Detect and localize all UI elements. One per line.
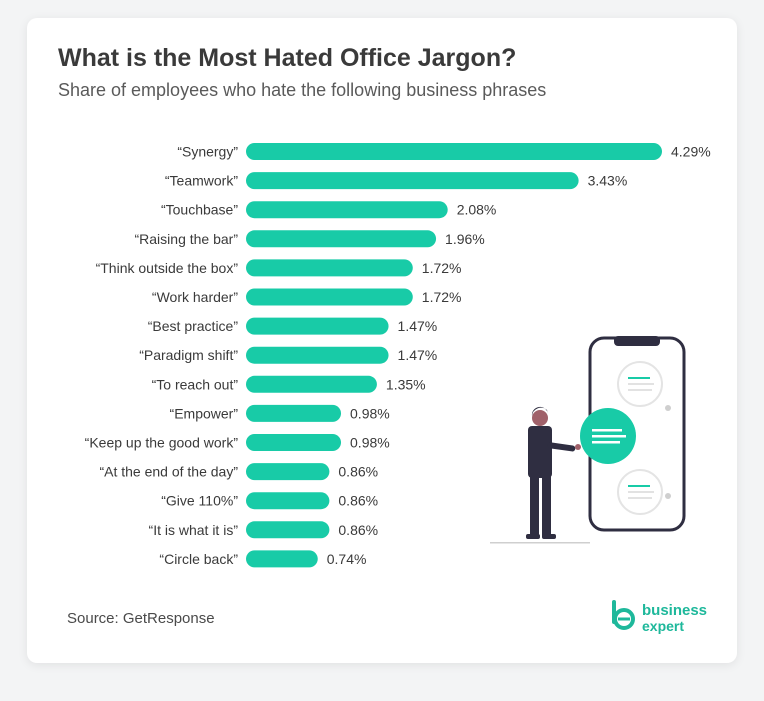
bar xyxy=(246,404,342,422)
phone-chat-illustration xyxy=(488,330,698,550)
value-label: 3.43% xyxy=(588,173,628,189)
bar xyxy=(246,375,377,393)
category-label: “Synergy” xyxy=(177,144,238,160)
bar xyxy=(246,143,662,160)
value-label: 0.86% xyxy=(338,493,378,509)
logo-text-expert: expert xyxy=(642,618,685,634)
category-label: “Best practice” xyxy=(148,318,239,334)
value-label: 0.74% xyxy=(327,551,367,567)
logo-text-business: business xyxy=(642,602,708,619)
category-label: “Empower” xyxy=(170,405,239,421)
logo-mark-icon xyxy=(612,600,635,630)
bar xyxy=(246,259,413,277)
person-illustration xyxy=(526,406,581,539)
category-label: “Circle back” xyxy=(159,551,238,567)
value-label: 1.35% xyxy=(386,376,426,392)
bar xyxy=(246,521,330,539)
value-label: 1.47% xyxy=(398,318,438,334)
category-label: “Work harder” xyxy=(152,289,238,305)
bar xyxy=(246,434,342,451)
category-label: “Think outside the box” xyxy=(96,260,239,276)
category-label: “Touchbase” xyxy=(161,202,238,218)
category-label: “Paradigm shift” xyxy=(139,347,238,363)
business-expert-logo: business expert xyxy=(610,598,720,638)
value-label: 1.96% xyxy=(445,231,485,247)
bar xyxy=(246,317,389,335)
value-label: 1.47% xyxy=(398,347,438,363)
chart-title: What is the Most Hated Office Jargon? xyxy=(58,44,517,72)
category-label: “Keep up the good work” xyxy=(85,435,239,451)
value-label: 0.86% xyxy=(338,522,378,538)
category-label: “Give 110%” xyxy=(161,493,238,509)
bar xyxy=(246,346,389,364)
category-label: “At the end of the day” xyxy=(99,464,238,480)
value-label: 2.08% xyxy=(457,202,497,218)
value-label: 0.98% xyxy=(350,435,390,451)
bar xyxy=(246,230,437,248)
value-label: 1.72% xyxy=(422,260,462,276)
value-label: 1.72% xyxy=(422,289,462,305)
category-label: “To reach out” xyxy=(152,376,239,392)
source-note: Source: GetResponse xyxy=(67,610,215,627)
bar xyxy=(246,492,330,510)
bar xyxy=(246,550,318,568)
value-label: 4.29% xyxy=(671,144,711,160)
bar xyxy=(246,201,448,219)
value-label: 0.86% xyxy=(338,464,378,480)
bar xyxy=(246,288,413,306)
category-label: “It is what it is” xyxy=(149,522,239,538)
bar xyxy=(246,172,579,190)
chart-subtitle: Share of employees who hate the followin… xyxy=(58,80,547,100)
category-label: “Raising the bar” xyxy=(135,231,239,247)
value-label: 0.98% xyxy=(350,405,390,421)
category-label: “Teamwork” xyxy=(165,173,238,189)
bar xyxy=(246,463,330,481)
